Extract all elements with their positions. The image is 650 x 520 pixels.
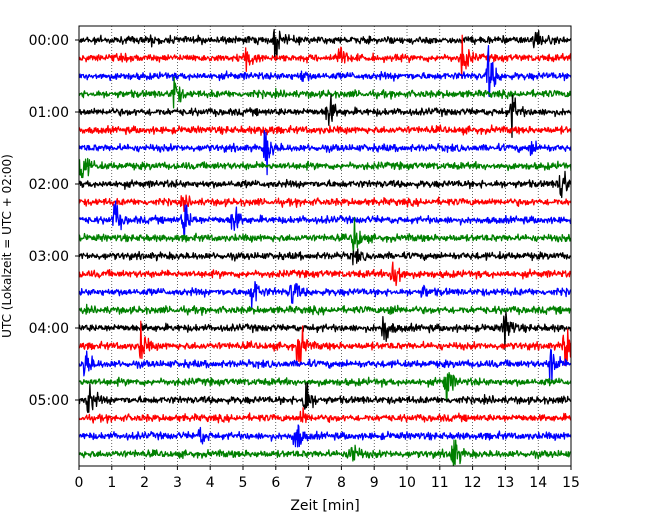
trace-0245 [79, 217, 571, 254]
trace-0545 [79, 439, 571, 466]
trace-0300 [79, 248, 571, 266]
trace-0530 [79, 424, 571, 448]
x-tick-label: 5 [239, 475, 248, 491]
trace-0000 [79, 28, 571, 61]
x-tick-label: 14 [529, 475, 547, 491]
trace-0330 [79, 280, 571, 309]
trace-0445 [79, 371, 571, 403]
trace-0345 [79, 303, 571, 316]
trace-0115 [79, 124, 571, 136]
x-tick-label: 0 [75, 475, 84, 491]
x-tick-label: 9 [370, 475, 379, 491]
trace-0200 [79, 170, 571, 199]
x-tick-label: 13 [496, 475, 514, 491]
trace-0415 [79, 320, 571, 367]
trace-0215 [79, 194, 571, 213]
grid [111, 26, 539, 466]
x-tick-label: 8 [337, 475, 346, 491]
y-tick-label: 02:00 [29, 177, 69, 193]
y-tick-label: 00:00 [29, 33, 69, 49]
x-tick-label: 12 [464, 475, 482, 491]
x-tick-label: 7 [304, 475, 313, 491]
trace-0045 [79, 76, 571, 109]
axes-frame [78, 25, 572, 467]
x-tick-label: 1 [107, 475, 116, 491]
traces [79, 28, 571, 466]
y-tick-label: 01:00 [29, 105, 69, 121]
y-tick-label: 04:00 [29, 321, 69, 337]
plot-area [79, 26, 571, 466]
trace-0100 [79, 94, 571, 139]
x-tick-label: 3 [173, 475, 182, 491]
trace-0500 [79, 382, 571, 413]
trace-0400 [79, 311, 571, 351]
x-tick-label: 10 [398, 475, 416, 491]
trace-0430 [79, 348, 571, 383]
trace-0515 [79, 407, 571, 424]
x-tick-label: 6 [271, 475, 280, 491]
trace-0315 [79, 261, 571, 287]
x-axis: 0 1 2 3 4 5 6 7 8 9 10 11 12 13 14 15 [75, 466, 580, 491]
y-axis: 00:00 01:00 02:00 03:00 04:00 05:00 [29, 33, 79, 409]
x-tick-label: 2 [140, 475, 149, 491]
x-axis-label: Zeit [min] [290, 498, 359, 514]
trace-0130 [79, 130, 571, 176]
x-tick-label: 4 [206, 475, 215, 491]
y-axis-label: UTC (Lokalzeit = UTC + 02:00) [0, 154, 14, 338]
trace-0230 [79, 200, 571, 239]
trace-0145 [79, 157, 571, 179]
trace-0030 [79, 44, 571, 98]
x-tick-label: 15 [562, 475, 580, 491]
y-tick-label: 03:00 [29, 249, 69, 265]
y-tick-label: 05:00 [29, 393, 69, 409]
x-tick-label: 11 [431, 475, 449, 491]
